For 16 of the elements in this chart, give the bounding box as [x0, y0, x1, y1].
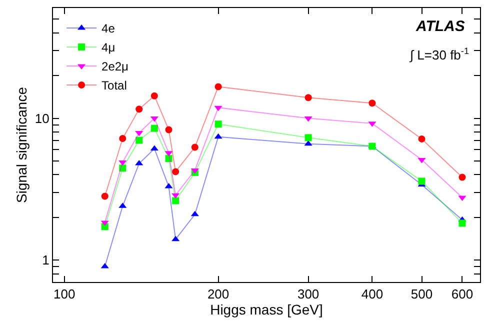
annotation: ATLAS	[415, 18, 465, 35]
legend-label: 4μ	[102, 40, 116, 55]
x-tick-label: 500	[410, 286, 433, 302]
y-tick-label: 1	[42, 252, 50, 268]
annotation: ∫ L=30 fb$^{-1}$	[409, 46, 470, 62]
x-tick-label: 400	[361, 286, 384, 302]
x-tick-label: 600	[451, 286, 474, 302]
x-tick-label: 300	[297, 286, 320, 302]
x-tick-label: 200	[207, 286, 230, 302]
y-tick-label: 10	[34, 110, 50, 126]
x-axis-title: Higgs mass [GeV]	[210, 302, 323, 318]
legend-label: Total	[102, 78, 127, 93]
x-tick-label: 100	[54, 286, 76, 302]
y-axis-title: Signal significance	[14, 86, 30, 203]
legend-label: 4e	[102, 22, 116, 36]
legend-label: 2e2μ	[102, 60, 129, 74]
